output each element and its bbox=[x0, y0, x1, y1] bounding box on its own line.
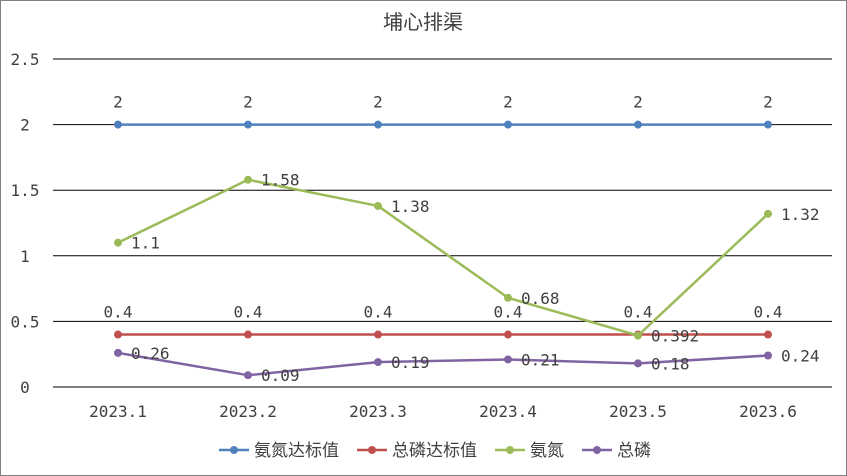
x-tick-label: 2023.5 bbox=[609, 402, 667, 421]
data-label: 0.4 bbox=[234, 303, 263, 322]
data-label: 1.32 bbox=[781, 205, 820, 224]
data-point bbox=[504, 355, 512, 364]
series-layer: 2 2 2 2 2 20.4 0.4 0.4 0.4 0.4 0.41.11.581.380.680… bbox=[104, 93, 820, 386]
data-point bbox=[764, 120, 772, 129]
data-point bbox=[114, 348, 122, 357]
x-tick-label: 2023.1 bbox=[89, 402, 147, 421]
y-tick-label: 0 bbox=[20, 378, 30, 397]
data-label: 2 bbox=[763, 93, 773, 112]
legend-swatch-marker bbox=[230, 446, 238, 454]
data-point bbox=[374, 358, 382, 367]
data-point bbox=[764, 330, 772, 339]
data-label: 1.38 bbox=[391, 197, 430, 216]
data-point bbox=[504, 330, 512, 339]
series-1: 2 2 2 2 2 2 bbox=[113, 93, 773, 129]
legend-label: 氨氮 bbox=[530, 441, 564, 461]
x-tick-label: 2023.6 bbox=[739, 402, 797, 421]
y-tick-label: 0.5 bbox=[11, 312, 40, 331]
series-line bbox=[117, 178, 769, 337]
data-point bbox=[764, 209, 772, 218]
legend-swatch-marker bbox=[368, 446, 376, 454]
data-label: 0.26 bbox=[131, 344, 170, 363]
legend-swatch-marker bbox=[506, 446, 514, 454]
data-label: 0.09 bbox=[261, 366, 300, 385]
data-point bbox=[764, 351, 772, 360]
data-label: 0.18 bbox=[651, 354, 690, 373]
data-label: 2 bbox=[503, 93, 513, 112]
series-line bbox=[117, 351, 769, 377]
data-label: 0.68 bbox=[521, 289, 560, 308]
data-label: 0.4 bbox=[754, 303, 783, 322]
legend: 氨氮达标值 总磷达标值 氨氮 总磷 bbox=[219, 441, 651, 461]
grid-layer bbox=[53, 58, 832, 388]
data-point bbox=[634, 359, 642, 368]
data-point bbox=[244, 330, 252, 339]
data-point bbox=[634, 120, 642, 129]
series-4: 0.26 0.09 0.19 0.21 0.18 0.24 bbox=[114, 344, 820, 385]
x-axis: 2023.1 2023.2 2023.3 2023.4 2023.5 2023.6 bbox=[89, 402, 797, 421]
chart-title: 埔心排渠 bbox=[383, 10, 463, 34]
data-point bbox=[114, 238, 122, 247]
data-label: 0.4 bbox=[104, 303, 133, 322]
legend-label: 总磷 bbox=[617, 441, 651, 461]
x-tick-label: 2023.2 bbox=[219, 402, 277, 421]
data-label: 0.19 bbox=[391, 353, 430, 372]
data-point bbox=[244, 371, 252, 380]
data-label: 0.4 bbox=[624, 303, 653, 322]
data-label: 2 bbox=[243, 93, 253, 112]
data-point bbox=[374, 120, 382, 129]
data-point bbox=[244, 175, 252, 184]
legend-label: 氨氮达标值 bbox=[254, 441, 339, 461]
data-point bbox=[504, 120, 512, 129]
data-label: 2 bbox=[633, 93, 643, 112]
y-tick-label: 1.5 bbox=[11, 181, 40, 200]
data-label: 0.4 bbox=[494, 303, 523, 322]
legend-item-3: 氨氮 bbox=[495, 441, 564, 461]
legend-label: 总磷达标值 bbox=[392, 441, 477, 461]
series-2: 0.4 0.4 0.4 0.4 0.4 0.4 bbox=[104, 303, 783, 339]
data-label: 0.21 bbox=[521, 350, 560, 369]
y-tick-label: 2 bbox=[20, 116, 30, 135]
data-label: 2 bbox=[373, 93, 383, 112]
x-tick-label: 2023.3 bbox=[349, 402, 407, 421]
legend-item-4: 总磷 bbox=[582, 441, 651, 461]
data-label: 2 bbox=[113, 93, 123, 112]
data-label: 0.24 bbox=[781, 347, 820, 366]
data-point bbox=[504, 293, 512, 302]
data-point bbox=[634, 331, 642, 340]
series-3: 1.1 1.58 1.38 0.68 0.392 1.32 bbox=[114, 171, 820, 346]
legend-item-1: 氨氮达标值 bbox=[219, 441, 339, 461]
y-axis: 0 0.5 1 1.5 2 2.5 bbox=[11, 50, 40, 397]
data-point bbox=[374, 201, 382, 210]
data-point bbox=[244, 120, 252, 129]
data-point bbox=[114, 330, 122, 339]
data-label: 1.1 bbox=[131, 234, 160, 253]
legend-item-2: 总磷达标值 bbox=[357, 441, 477, 461]
data-point bbox=[114, 120, 122, 129]
y-tick-label: 1 bbox=[20, 247, 30, 266]
legend-swatch-marker bbox=[593, 446, 601, 454]
data-label: 0.4 bbox=[364, 303, 393, 322]
data-point bbox=[374, 330, 382, 339]
data-label: 0.392 bbox=[651, 327, 699, 346]
y-tick-label: 2.5 bbox=[11, 50, 40, 69]
data-label: 1.58 bbox=[261, 171, 300, 190]
x-tick-label: 2023.4 bbox=[479, 402, 537, 421]
